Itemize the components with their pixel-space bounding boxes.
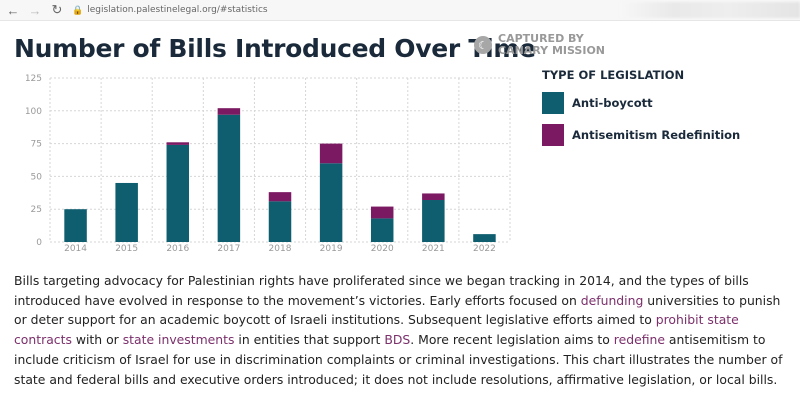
y-tick-label: 125	[26, 74, 42, 84]
bar-anti-boycott-2015	[115, 182, 138, 242]
lock-icon: 🔒	[72, 4, 84, 15]
description-paragraph: Bills targeting advocacy for Palestinian…	[14, 271, 792, 389]
bar-antisemitism-redefinition-2020	[370, 206, 394, 219]
x-tick-label: 2016	[166, 244, 189, 252]
y-tick-label: 100	[26, 107, 42, 117]
legend-swatch-anti-boycott	[542, 92, 564, 114]
bar-antisemitism-redefinition-2018	[268, 192, 292, 202]
bar-antisemitism-redefinition-2016	[166, 142, 190, 145]
bar-anti-boycott-2019	[319, 163, 343, 242]
x-tick-label: 2018	[269, 244, 292, 252]
paragraph-text: antisemitism to include criticism of Isr…	[14, 332, 783, 387]
paragraph-text: Bills targeting advocacy for Palestinian…	[14, 273, 749, 308]
chart-legend: TYPE OF LEGISLATION Anti-boycott Antisem…	[542, 68, 740, 156]
address-bar[interactable]: 🔒 legislation.palestinelegal.org/#statis…	[72, 2, 268, 18]
captured-line2: CANARY MISSION	[498, 44, 606, 57]
bar-antisemitism-redefinition-2017	[217, 108, 241, 115]
bar-anti-boycott-2020	[370, 218, 394, 242]
paragraph-text: with or	[71, 332, 123, 348]
bar-chart-svg: 0 25 50 75 100 125 2014 2015 2016 2017 2018 2019 202…	[26, 74, 511, 252]
x-tick-label: 2020	[371, 244, 394, 252]
bar-anti-boycott-2014	[64, 209, 87, 242]
y-tick-label: 25	[31, 205, 42, 215]
x-tick-label: 2022	[473, 244, 496, 252]
paragraph-text: in entities that support	[234, 332, 385, 348]
browser-toolbar: ← → ↻ 🔒 legislation.palestinelegal.org/#…	[0, 0, 800, 21]
bar-anti-boycott-2021	[422, 200, 445, 242]
legend-item-anti-boycott[interactable]: Anti-boycott	[542, 92, 740, 114]
captured-line1: CAPTURED BY	[498, 32, 584, 45]
link-redefine[interactable]: redefine	[613, 332, 665, 348]
legend-label-antisemitism-redefinition: Antisemitism Redefinition	[572, 128, 741, 142]
bar-anti-boycott-2016	[166, 144, 190, 242]
arrow-left-icon[interactable]: ←	[6, 2, 20, 18]
legend-item-antisemitism-redefinition[interactable]: Antisemitism Redefinition	[542, 124, 740, 146]
x-tick-label: 2017	[217, 244, 240, 252]
link-prohibit-state-contracts[interactable]: prohibit state contracts	[14, 312, 739, 348]
link-bds[interactable]: BDS	[384, 332, 411, 348]
paragraph-text: universities to punish or deter support …	[14, 292, 781, 328]
canary-logo-icon: ☾	[474, 36, 492, 54]
legend-title: TYPE OF LEGISLATION	[542, 68, 685, 82]
bar-anti-boycott-2017	[217, 114, 241, 242]
link-defunding[interactable]: defunding	[580, 292, 644, 308]
bar-antisemitism-redefinition-2019	[319, 143, 343, 164]
x-tick-label: 2021	[422, 244, 445, 252]
legend-label-anti-boycott: Anti-boycott	[572, 96, 653, 110]
arrow-right-icon[interactable]: →	[28, 2, 42, 18]
y-tick-label: 50	[31, 172, 43, 182]
reload-icon[interactable]: ↻	[51, 2, 63, 17]
bar-chart: 0 25 50 75 100 125 2014 2015 2016 2017 2018 2019 202…	[26, 70, 522, 252]
x-tick-label: 2019	[320, 244, 343, 252]
x-tick-label: 2014	[64, 244, 87, 252]
y-tick-label: 75	[31, 140, 42, 150]
blurred-area	[620, 2, 800, 18]
y-tick-label: 0	[36, 238, 42, 248]
legend-swatch-antisemitism-redefinition	[542, 124, 564, 146]
link-state-investments[interactable]: state investments	[122, 332, 235, 348]
bar-anti-boycott-2022	[473, 234, 496, 242]
chart-title: Number of Bills Introduced Over Time	[14, 34, 536, 63]
bar-antisemitism-redefinition-2021	[422, 193, 445, 201]
captured-by-badge: ☾ CAPTURED BY CANARY MISSION	[474, 33, 605, 57]
x-tick-label: 2015	[115, 244, 138, 252]
url-text: legislation.palestinelegal.org/#statisti…	[87, 5, 268, 15]
paragraph-text: . More recent legislation aims to	[410, 332, 614, 348]
bar-anti-boycott-2018	[268, 201, 292, 242]
